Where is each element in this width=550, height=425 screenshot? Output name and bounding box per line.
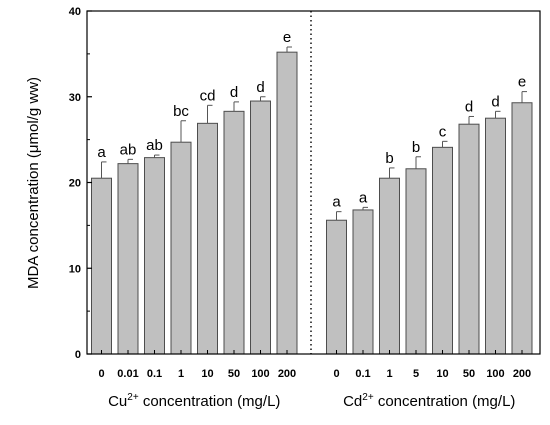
- bar-cu-2: [144, 157, 165, 355]
- significance-letter: ab: [146, 137, 163, 154]
- significance-letter: d: [256, 79, 264, 96]
- significance-letter: a: [332, 194, 341, 211]
- y-axis: 0 10 20 30 40: [69, 6, 92, 361]
- bar-cu-0: [91, 177, 112, 355]
- bar-cu-1: [117, 163, 139, 355]
- significance-letter: d: [491, 93, 499, 110]
- x-axis-title-element: Cu: [108, 393, 127, 410]
- significance-letter: ab: [120, 141, 137, 158]
- significance-letter: d: [230, 84, 238, 101]
- x-tick-label: 5: [413, 368, 419, 380]
- bar-cu-4: [197, 122, 218, 355]
- x-tick-label: 1: [178, 368, 184, 380]
- x-tick-label: 100: [251, 368, 269, 380]
- bar-cd-1: [352, 209, 374, 355]
- x-axis-title-superscript: 2+: [127, 392, 139, 403]
- x-tick-label: 100: [486, 368, 504, 380]
- significance-letter: b: [385, 150, 393, 167]
- bar-cd-0: [326, 219, 347, 355]
- x-tick-label: 50: [463, 368, 475, 380]
- bar-cd-6: [485, 117, 506, 355]
- significance-letter: bc: [173, 103, 189, 120]
- x-axis-title: Cd2+ concentration (mg/L): [343, 392, 515, 410]
- bar-cu-6: [250, 100, 271, 355]
- x-tick-label: 0.1: [355, 368, 370, 380]
- significance-letter: d: [465, 98, 473, 115]
- y-tick-label: 10: [69, 263, 81, 275]
- x-axis-title-text: concentration (mg/L): [374, 393, 516, 410]
- x-tick-label: 10: [201, 368, 213, 380]
- x-axis-title: Cu2+ concentration (mg/L): [108, 392, 280, 410]
- x-tick-label: 200: [278, 368, 296, 380]
- x-axis-title-superscript: 2+: [362, 392, 374, 403]
- bar-cd-2: [379, 177, 400, 355]
- y-tick-label: 30: [69, 92, 81, 104]
- x-tick-label: 0: [98, 368, 104, 380]
- x-axis-title-element: Cd: [343, 393, 362, 410]
- significance-letter: e: [518, 74, 526, 91]
- x-tick-label: 10: [436, 368, 448, 380]
- significance-letter: c: [439, 123, 447, 140]
- y-tick-label: 20: [69, 178, 81, 190]
- significance-letter: a: [97, 144, 106, 161]
- bar-cd-4: [432, 146, 453, 355]
- significance-letter: cd: [200, 87, 216, 104]
- bar-cu-5: [223, 110, 245, 355]
- bar-cd-5: [458, 123, 480, 355]
- bar-cd-3: [405, 168, 427, 355]
- x-tick-label: 200: [513, 368, 531, 380]
- x-axis-title-text: concentration (mg/L): [139, 393, 281, 410]
- y-axis-title: MDA concentration (μmol/g ww): [25, 77, 42, 289]
- bar-cd-7: [511, 102, 533, 355]
- bar-cu-3: [170, 141, 192, 355]
- bar-cu-7: [276, 51, 298, 355]
- x-tick-label: 0.01: [117, 368, 138, 380]
- y-tick-label: 40: [69, 6, 81, 18]
- x-tick-label: 0.1: [147, 368, 162, 380]
- significance-letter: b: [412, 139, 420, 156]
- significance-letter: e: [283, 29, 291, 46]
- x-tick-label: 50: [228, 368, 240, 380]
- y-tick-label: 0: [75, 349, 81, 361]
- significance-letter: a: [359, 189, 368, 206]
- x-tick-label: 0: [333, 368, 339, 380]
- x-tick-label: 1: [386, 368, 392, 380]
